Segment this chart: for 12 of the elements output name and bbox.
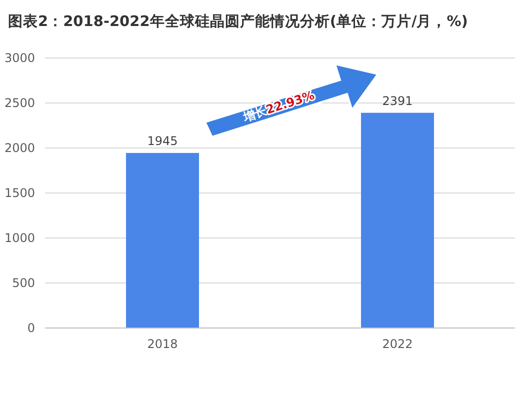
y-tick-label: 1500	[4, 186, 35, 200]
y-tick-label: 500	[12, 276, 35, 290]
x-tick-label: 2018	[147, 337, 178, 351]
data-label: 1945	[147, 134, 178, 148]
y-tick-label: 1000	[4, 231, 35, 245]
y-tick-label: 0	[27, 321, 35, 335]
chart-title: 图表2：2018-2022年全球硅晶圆产能情况分析(单位：万片/月，%)	[8, 13, 468, 30]
data-label: 2391	[382, 94, 413, 108]
y-tick-label: 2500	[4, 96, 35, 110]
x-tick-label: 2022	[382, 337, 413, 351]
y-tick-label: 3000	[4, 51, 35, 65]
y-tick-label: 2000	[4, 141, 35, 155]
